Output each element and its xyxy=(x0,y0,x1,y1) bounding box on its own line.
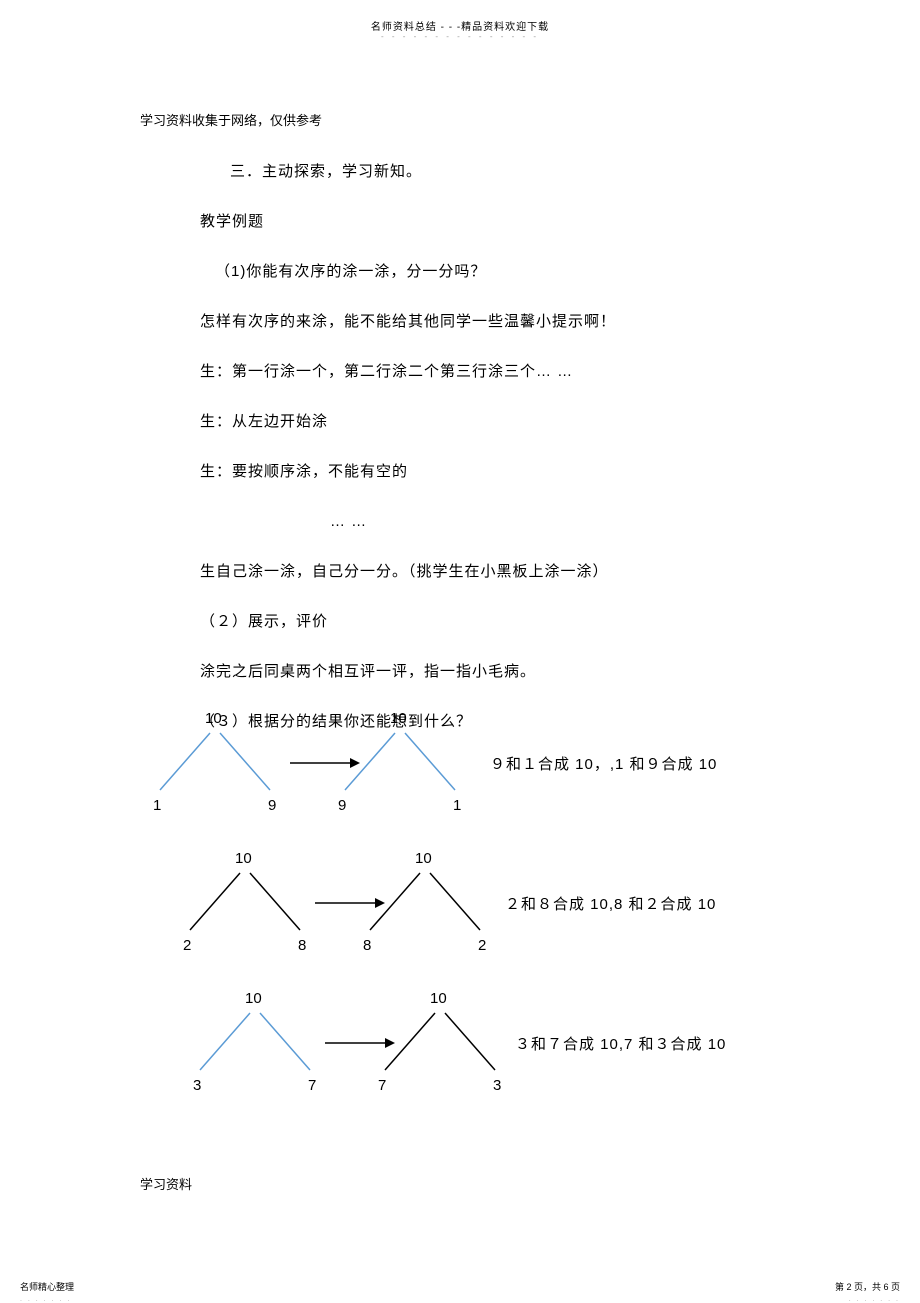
ellipsis: … … xyxy=(200,510,840,534)
page-footer-right-dots: . . . . . . . xyxy=(849,1296,900,1303)
paragraph: （２）展示，评价 xyxy=(200,610,840,634)
tree-left: 7 xyxy=(378,1077,386,1094)
paragraph: （1)你能有次序的涂一涂，分一分吗？ xyxy=(200,260,840,284)
tree-description: ２和８合成 10,8 和２合成 10 xyxy=(505,893,716,914)
tree-right: 1 xyxy=(453,797,461,814)
tree-left: 3 xyxy=(193,1077,201,1094)
tree-diagrams: 10 1 9 10 9 1 ９和１合成 10，,1 和９合成 10 10 2 8 xyxy=(150,705,890,1125)
tree-row-1: 10 1 9 10 9 1 ９和１合成 10，,1 和９合成 10 xyxy=(150,705,890,845)
paragraph: 教学例题 xyxy=(200,210,840,234)
page-header-dots: - - - - - - - - - - - - - - - xyxy=(0,32,920,41)
paragraph: 生：要按顺序涂，不能有空的 xyxy=(200,460,840,484)
tree-right: 3 xyxy=(493,1077,501,1094)
paragraph: 生：第一行涂一个，第二行涂二个第三行涂三个… … xyxy=(200,360,840,384)
page-footer-left: 名师精心整理 xyxy=(20,1280,74,1293)
tree-row-2: 10 2 8 10 8 2 ２和８合成 10,8 和２合成 10 xyxy=(150,845,890,985)
tree-right: 8 xyxy=(298,937,306,954)
main-content: 三．主动探索，学习新知。 教学例题 （1)你能有次序的涂一涂，分一分吗？ 怎样有… xyxy=(200,160,840,760)
tree-left: 1 xyxy=(153,797,161,814)
paragraph: 涂完之后同桌两个相互评一评，指一指小毛病。 xyxy=(200,660,840,684)
tree-description: ９和１合成 10，,1 和９合成 10 xyxy=(490,753,717,774)
page-footer-right: 第 2 页，共 6 页 xyxy=(835,1280,900,1293)
tree-top: 10 xyxy=(390,710,407,727)
page-footer-left-dots: . . . . . . . xyxy=(20,1296,71,1303)
tree-left: 8 xyxy=(363,937,371,954)
tree-left: 2 xyxy=(183,937,191,954)
footer-note: 学习资料 xyxy=(140,1174,192,1193)
tree-right: 9 xyxy=(268,797,276,814)
paragraph: 怎样有次序的来涂，能不能给其他同学一些温馨小提示啊！ xyxy=(200,310,840,334)
doc-source-note: 学习资料收集于网络，仅供参考 xyxy=(140,110,322,129)
tree-top: 10 xyxy=(415,850,432,867)
tree-right: 7 xyxy=(308,1077,316,1094)
tree-top: 10 xyxy=(245,990,262,1007)
section-title: 三．主动探索，学习新知。 xyxy=(200,160,840,184)
paragraph: 生自己涂一涂，自己分一分。（挑学生在小黑板上涂一涂） xyxy=(200,560,840,584)
tree-left: 9 xyxy=(338,797,346,814)
tree-top: 10 xyxy=(235,850,252,867)
tree-top: 10 xyxy=(205,710,222,727)
paragraph: 生：从左边开始涂 xyxy=(200,410,840,434)
tree-right: 2 xyxy=(478,937,486,954)
page-header: 名师资料总结 - - -精品资料欢迎下载 xyxy=(0,18,920,33)
tree-description: ３和７合成 10,7 和３合成 10 xyxy=(515,1033,726,1054)
tree-diagram-1b: 10 9 1 xyxy=(335,705,505,825)
tree-row-3: 10 3 7 10 7 3 ３和７合成 10,7 和３合成 10 xyxy=(150,985,890,1125)
tree-top: 10 xyxy=(430,990,447,1007)
